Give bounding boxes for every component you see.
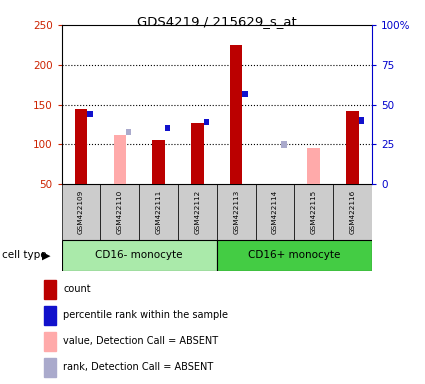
- Bar: [294, 184, 333, 240]
- Text: rank, Detection Call = ABSENT: rank, Detection Call = ABSENT: [63, 362, 213, 372]
- Bar: [281, 141, 286, 148]
- Bar: [178, 184, 217, 240]
- Text: CD16+ monocyte: CD16+ monocyte: [248, 250, 340, 260]
- Bar: [44, 332, 56, 351]
- Bar: [217, 184, 255, 240]
- Bar: [44, 280, 56, 299]
- Bar: [165, 124, 170, 131]
- Text: GSM422113: GSM422113: [233, 190, 239, 234]
- Text: GSM422114: GSM422114: [272, 190, 278, 234]
- Bar: [44, 306, 56, 325]
- Bar: [204, 119, 209, 125]
- Bar: [191, 123, 204, 184]
- Bar: [333, 184, 372, 240]
- Text: GSM422109: GSM422109: [78, 190, 84, 234]
- Bar: [62, 240, 217, 271]
- Text: GSM422112: GSM422112: [194, 190, 200, 234]
- Text: GDS4219 / 215629_s_at: GDS4219 / 215629_s_at: [137, 15, 297, 28]
- Bar: [139, 184, 178, 240]
- Bar: [308, 149, 320, 184]
- Bar: [217, 240, 372, 271]
- Text: GSM422111: GSM422111: [156, 190, 162, 234]
- Text: GSM422116: GSM422116: [349, 190, 355, 234]
- Bar: [346, 111, 359, 184]
- Bar: [87, 111, 93, 118]
- Bar: [75, 109, 87, 184]
- Text: ▶: ▶: [42, 250, 50, 260]
- Text: CD16- monocyte: CD16- monocyte: [96, 250, 183, 260]
- Bar: [230, 45, 242, 184]
- Bar: [44, 358, 56, 377]
- Bar: [359, 118, 364, 124]
- Bar: [113, 135, 126, 184]
- Text: GSM422115: GSM422115: [311, 190, 317, 234]
- Text: count: count: [63, 285, 91, 295]
- Bar: [255, 184, 294, 240]
- Text: value, Detection Call = ABSENT: value, Detection Call = ABSENT: [63, 336, 218, 346]
- Bar: [153, 141, 165, 184]
- Text: percentile rank within the sample: percentile rank within the sample: [63, 310, 228, 320]
- Bar: [242, 91, 248, 98]
- Bar: [100, 184, 139, 240]
- Text: cell type: cell type: [2, 250, 47, 260]
- Bar: [62, 184, 100, 240]
- Bar: [126, 129, 131, 135]
- Text: GSM422110: GSM422110: [117, 190, 123, 234]
